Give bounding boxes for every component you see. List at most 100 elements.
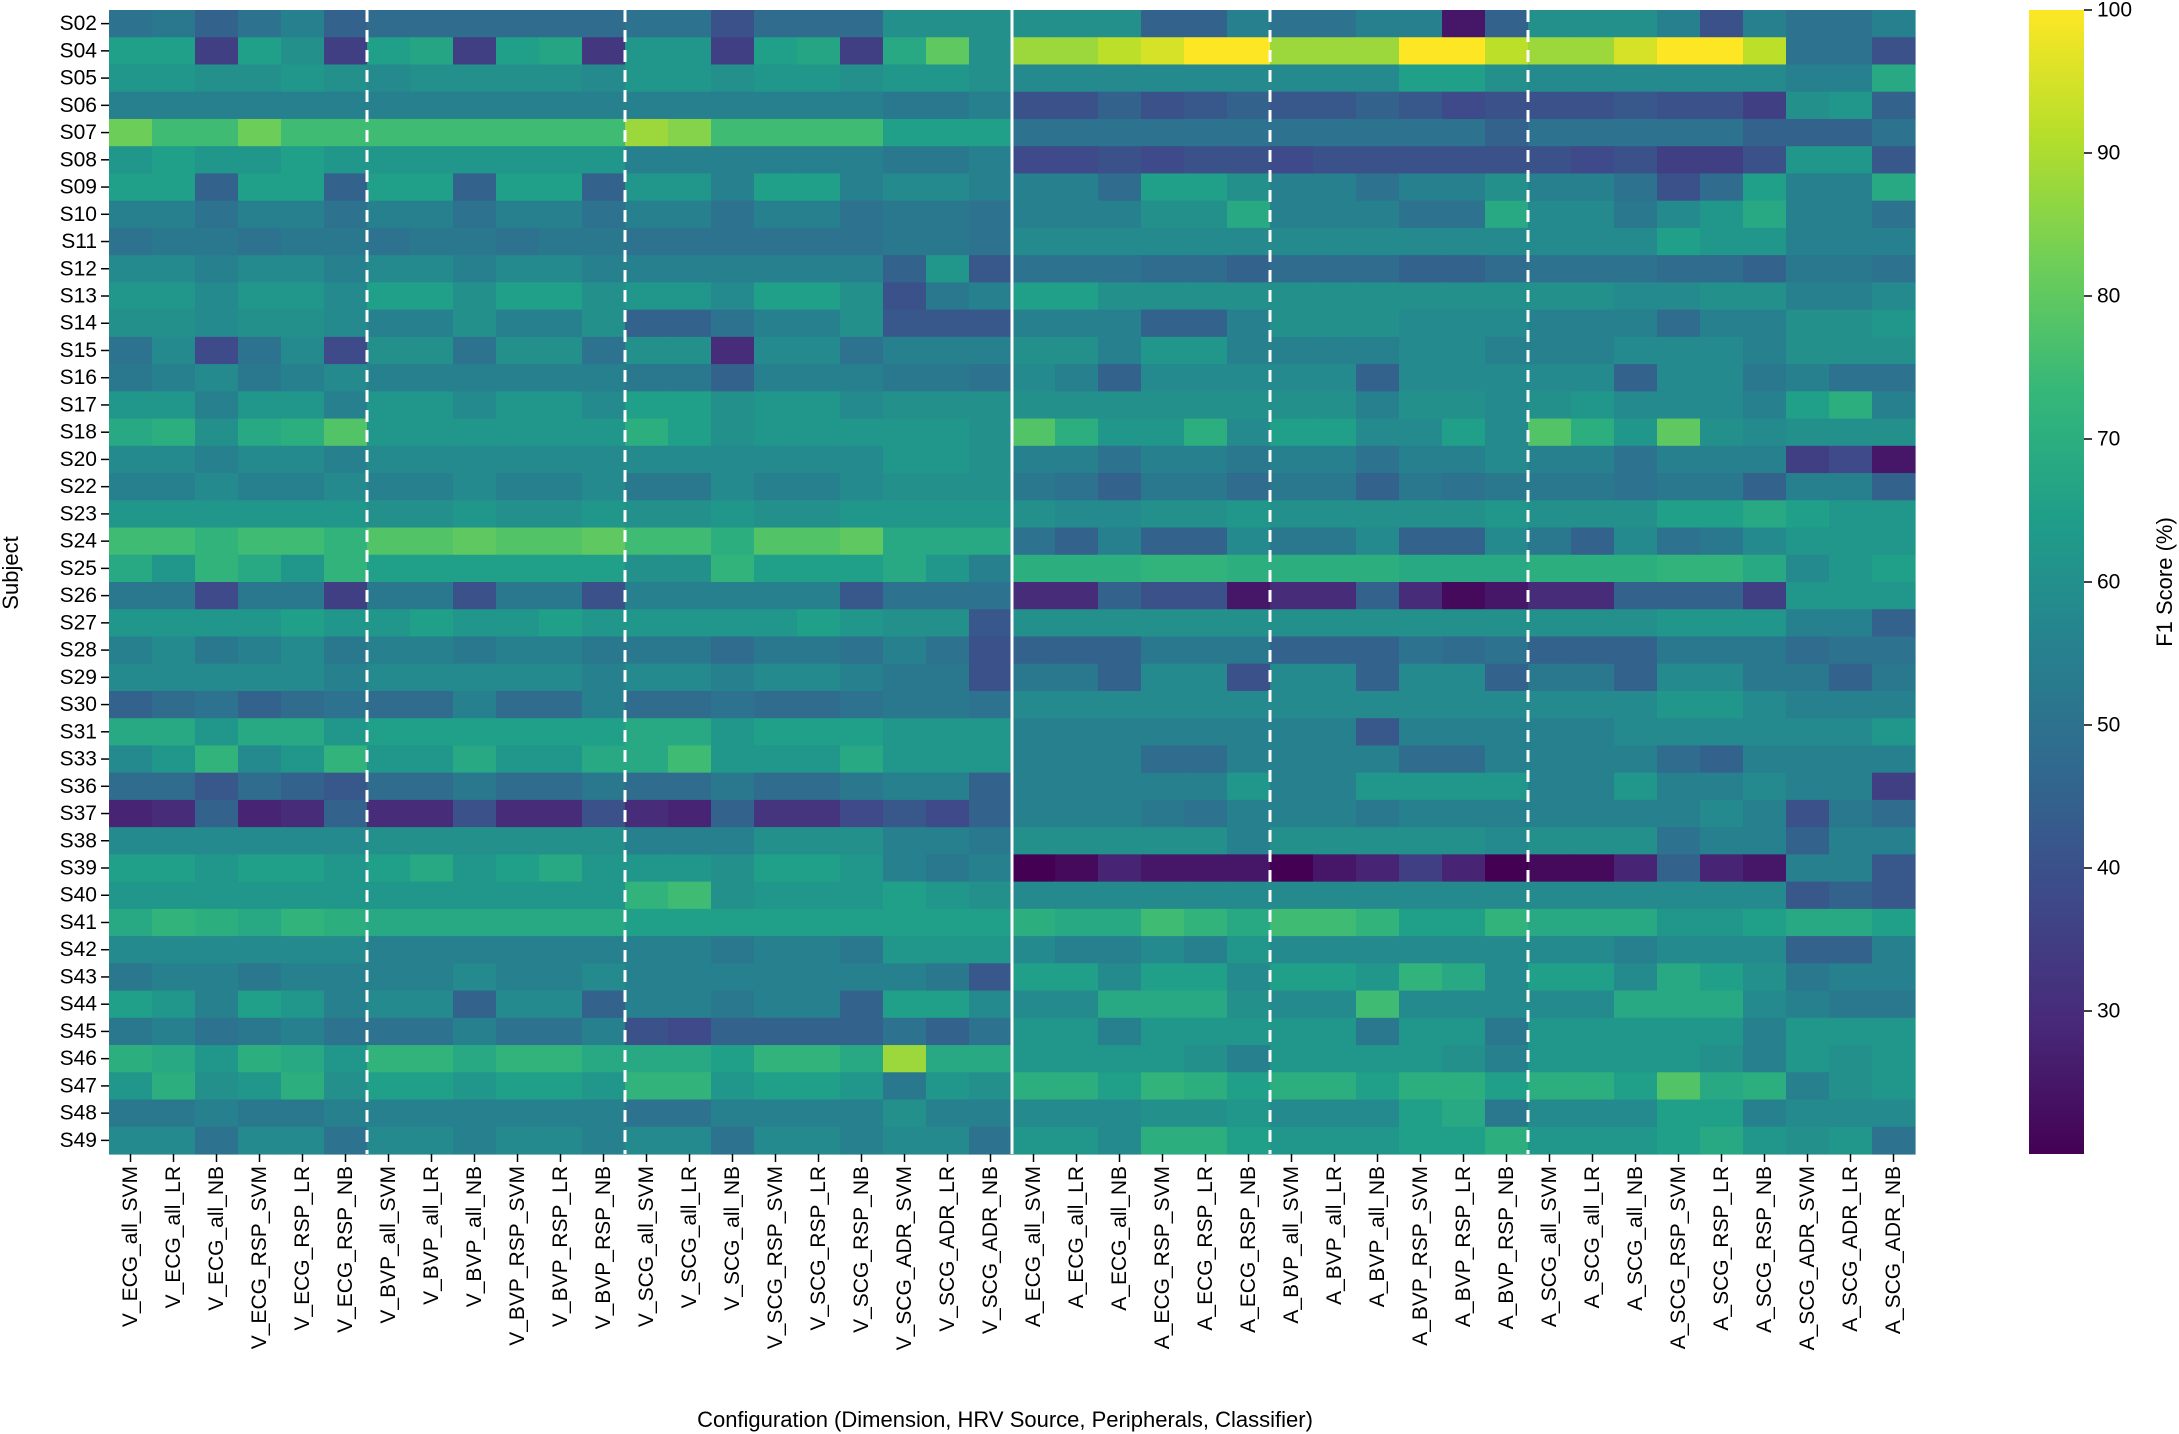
- heatmap-cell: [1485, 690, 1529, 719]
- heatmap-cell: [711, 37, 755, 66]
- heatmap-cell: [1786, 118, 1830, 147]
- heatmap-cell: [883, 799, 927, 828]
- heatmap-cell: [453, 445, 497, 474]
- y-tick-label: S39: [60, 857, 97, 880]
- heatmap-cell: [1227, 37, 1271, 66]
- heatmap-cell: [1485, 173, 1529, 202]
- heatmap-cell: [1184, 118, 1228, 147]
- heatmap-cell: [539, 745, 583, 774]
- heatmap-cell: [496, 799, 540, 828]
- heatmap-cell: [754, 309, 798, 338]
- colorbar-tick-label: 100: [2097, 0, 2132, 22]
- heatmap-cell: [1356, 799, 1400, 828]
- heatmap-cell: [1356, 554, 1400, 583]
- heatmap-cell: [1743, 663, 1787, 692]
- heatmap-cell: [969, 364, 1013, 392]
- heatmap-cell: [1829, 500, 1873, 529]
- heatmap-cell: [324, 391, 368, 420]
- heatmap-cell: [1743, 1126, 1787, 1155]
- heatmap-cell: [1743, 146, 1787, 175]
- heatmap-cell: [840, 1045, 884, 1073]
- heatmap-cell: [1356, 336, 1400, 365]
- heatmap-cell: [1829, 609, 1873, 638]
- heatmap-cell: [152, 1045, 196, 1073]
- heatmap-cell: [1528, 854, 1572, 883]
- heatmap-cell: [582, 336, 626, 365]
- heatmap-cell: [1872, 745, 1916, 774]
- heatmap-cell: [324, 146, 368, 175]
- heatmap-cell: [1700, 473, 1744, 501]
- heatmap-cell: [324, 255, 368, 283]
- heatmap-cell: [668, 718, 712, 747]
- heatmap-cell: [1098, 718, 1142, 747]
- heatmap-cell: [496, 64, 540, 93]
- heatmap-cell: [926, 554, 970, 583]
- heatmap-cell: [1614, 908, 1658, 937]
- heatmap-cell: [410, 636, 454, 665]
- heatmap-cell: [152, 718, 196, 747]
- heatmap-cell: [1098, 10, 1142, 38]
- heatmap-cell: [1356, 473, 1400, 501]
- heatmap-cell: [324, 936, 368, 964]
- heatmap-cell: [668, 309, 712, 338]
- heatmap-cell: [238, 146, 282, 175]
- heatmap-cell: [754, 37, 798, 66]
- heatmap-cell: [797, 718, 841, 747]
- heatmap-cell: [969, 799, 1013, 828]
- heatmap-cell: [410, 772, 454, 801]
- heatmap-cell: [883, 527, 927, 556]
- heatmap-cell: [668, 391, 712, 420]
- colorbar-tick-label: 60: [2097, 571, 2120, 594]
- heatmap-cell: [1528, 690, 1572, 719]
- heatmap-cell: [582, 881, 626, 910]
- heatmap-cell: [711, 663, 755, 692]
- heatmap-cell: [969, 554, 1013, 583]
- heatmap-cell: [1012, 1017, 1056, 1046]
- heatmap-cell: [367, 690, 411, 719]
- heatmap-cell: [668, 799, 712, 828]
- heatmap-cell: [152, 473, 196, 501]
- heatmap-cell: [1399, 1099, 1443, 1128]
- heatmap-cell: [281, 963, 325, 992]
- heatmap-cell: [496, 772, 540, 801]
- heatmap-cell: [1184, 173, 1228, 202]
- heatmap-cell: [1141, 64, 1185, 93]
- heatmap-cell: [1872, 418, 1916, 447]
- heatmap-cell: [1356, 255, 1400, 283]
- heatmap-cell: [195, 1126, 239, 1155]
- heatmap-cell: [109, 500, 153, 529]
- heatmap-cell: [152, 64, 196, 93]
- heatmap-cell: [367, 227, 411, 256]
- y-tick-label: S36: [60, 775, 97, 798]
- heatmap-cell: [1700, 1045, 1744, 1073]
- heatmap-cell: [797, 663, 841, 692]
- heatmap-cell: [883, 10, 927, 38]
- heatmap-cell: [238, 908, 282, 937]
- heatmap-cell: [969, 391, 1013, 420]
- heatmap-cell: [840, 200, 884, 229]
- heatmap-cell: [1098, 445, 1142, 474]
- heatmap-cell: [539, 118, 583, 147]
- heatmap-cell: [1270, 445, 1314, 474]
- x-tick-label: A_BVP_RSP_SVM: [1409, 1166, 1432, 1346]
- heatmap-cell: [1872, 227, 1916, 256]
- heatmap-cell: [1442, 881, 1486, 910]
- heatmap-cell: [1184, 227, 1228, 256]
- heatmap-cell: [1571, 881, 1615, 910]
- heatmap-cell: [496, 10, 540, 38]
- heatmap-cell: [1313, 336, 1357, 365]
- heatmap-cell: [1227, 1099, 1271, 1128]
- heatmap-cell: [496, 391, 540, 420]
- heatmap-cell: [840, 391, 884, 420]
- heatmap-cell: [797, 1126, 841, 1155]
- heatmap-cell: [1700, 282, 1744, 311]
- heatmap-cell: [1786, 690, 1830, 719]
- heatmap-cell: [1700, 718, 1744, 747]
- heatmap-cell: [1657, 1126, 1701, 1155]
- heatmap-cell: [1184, 500, 1228, 529]
- heatmap-cell: [1786, 1099, 1830, 1128]
- heatmap-cell: [496, 146, 540, 175]
- heatmap-cell: [1098, 500, 1142, 529]
- heatmap-cell: [539, 799, 583, 828]
- x-tick-label: V_ECG_RSP_NB: [334, 1166, 357, 1333]
